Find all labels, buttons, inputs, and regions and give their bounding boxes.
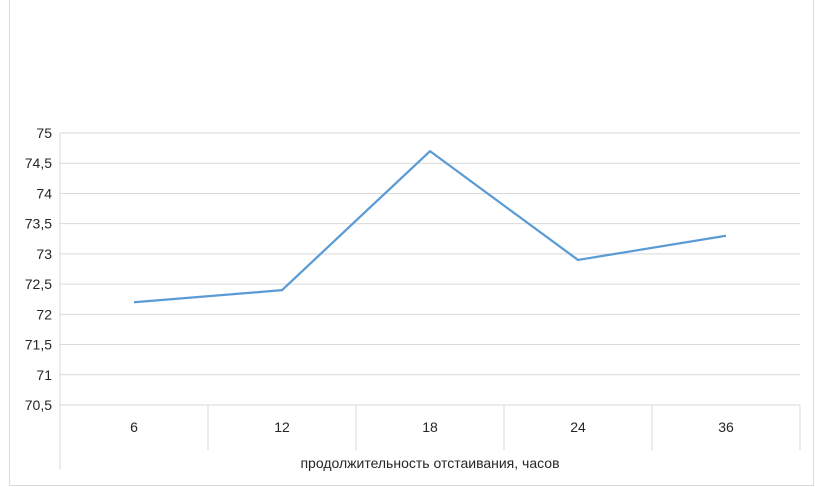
y-tick-label: 71: [36, 367, 52, 383]
chart-area: [9, 0, 814, 486]
y-tick-label: 72: [36, 306, 52, 322]
x-axis-ticks: 6 12 18 24 36: [130, 419, 734, 435]
y-tick-label: 74: [36, 185, 52, 201]
y-tick-label: 71,5: [25, 337, 52, 353]
y-tick-label: 72,5: [25, 276, 52, 292]
y-axis-ticks: 75 74,5 74 73,5 73 72,5 72 71,5 71 70,5: [25, 125, 52, 413]
y-tick-label: 70,5: [25, 397, 52, 413]
x-tick-label: 18: [422, 419, 438, 435]
y-tick-label: 73,5: [25, 216, 52, 232]
gridlines: [59, 132, 801, 470]
series-line: [133, 150, 727, 304]
x-axis-title: продолжительность отстаивания, часов: [300, 455, 559, 471]
x-tick-label: 36: [718, 419, 734, 435]
x-tick-label: 6: [130, 419, 138, 435]
series-lines: [133, 150, 727, 304]
y-tick-label: 73: [36, 246, 52, 262]
y-tick-label: 75: [36, 125, 52, 141]
x-tick-label: 12: [274, 419, 290, 435]
x-tick-label: 24: [570, 419, 586, 435]
y-tick-label: 74,5: [25, 155, 52, 171]
